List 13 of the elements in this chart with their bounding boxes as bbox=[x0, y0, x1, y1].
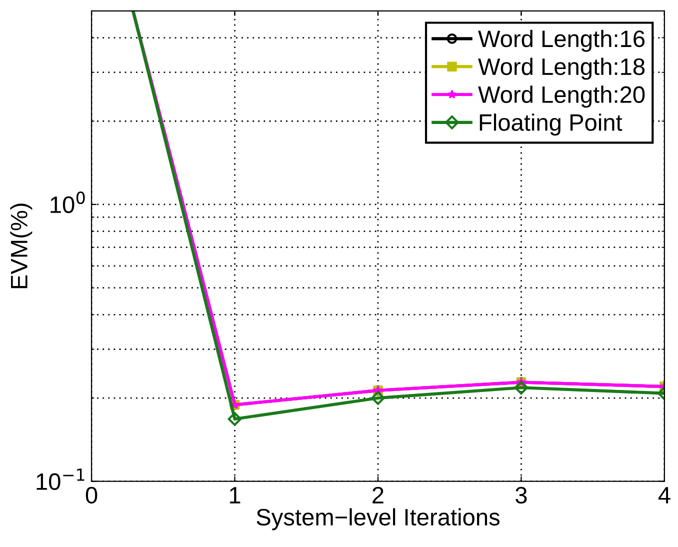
y-axis-title: EVM(%) bbox=[10, 204, 32, 288]
x-tick-label: 4 bbox=[658, 487, 670, 504]
legend-label: Word Length:18 bbox=[478, 58, 645, 80]
x-tick-label: 1 bbox=[230, 487, 240, 504]
legend-label: Word Length:16 bbox=[478, 30, 645, 52]
x-axis-title: System−level Iterations bbox=[256, 508, 500, 530]
y-tick-label: 10$^{0}$ bbox=[50, 192, 85, 214]
x-tick-label: 2 bbox=[372, 486, 384, 504]
legend-label: Word Length:20 bbox=[478, 86, 645, 108]
y-tick-label: 10$^{−1}$ bbox=[36, 468, 84, 490]
legend-label: Floating Point bbox=[480, 114, 622, 136]
x-tick-label: 3 bbox=[516, 486, 527, 504]
x-tick-label: 0 bbox=[86, 486, 98, 504]
